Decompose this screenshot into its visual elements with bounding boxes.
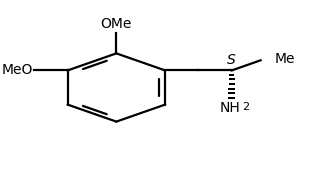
Text: 2: 2 [242,103,249,113]
Text: NH: NH [220,101,241,115]
Text: MeO: MeO [2,64,33,77]
Text: OMe: OMe [101,18,132,32]
Text: S: S [227,53,236,67]
Text: Me: Me [275,52,295,66]
